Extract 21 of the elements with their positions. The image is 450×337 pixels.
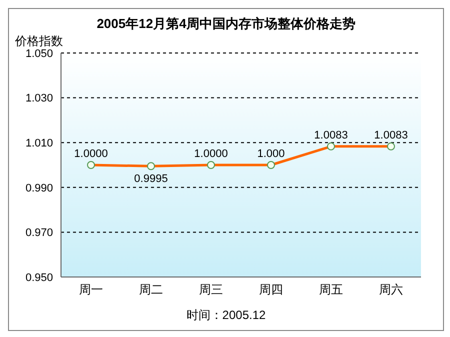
data-label: 1.0083 xyxy=(314,129,348,142)
text: 时间：2005.12 xyxy=(186,308,266,322)
x-tick-label: 周一 xyxy=(79,282,103,297)
data-label: 1.0000 xyxy=(194,148,228,160)
x-tick-label: 周三 xyxy=(199,282,223,297)
y-tick-label: 1.050 xyxy=(25,48,53,60)
data-label: 1.0083 xyxy=(374,129,408,142)
x-tick-label: 周四 xyxy=(259,282,283,297)
x-tick-label: 周六 xyxy=(379,282,403,297)
y-tick-label: 1.030 xyxy=(25,92,53,105)
x-tick-label: 周二 xyxy=(139,282,163,297)
y-tick-label: 0.990 xyxy=(25,182,53,194)
data-label: 1.000 xyxy=(257,148,285,160)
y-axis-title: 价格指数 xyxy=(15,33,63,49)
data-label: 1.0000 xyxy=(74,148,108,160)
y-tick-label: 1.010 xyxy=(25,138,53,150)
x-tick-label: 周五 xyxy=(319,282,343,297)
chart-title: 2005年12月第4周中国内存市场整体价格走势 xyxy=(96,15,356,33)
data-label: 0.9995 xyxy=(134,173,168,186)
y-tick-label: 0.950 xyxy=(25,272,53,284)
y-tick-label: 0.970 xyxy=(25,227,53,240)
